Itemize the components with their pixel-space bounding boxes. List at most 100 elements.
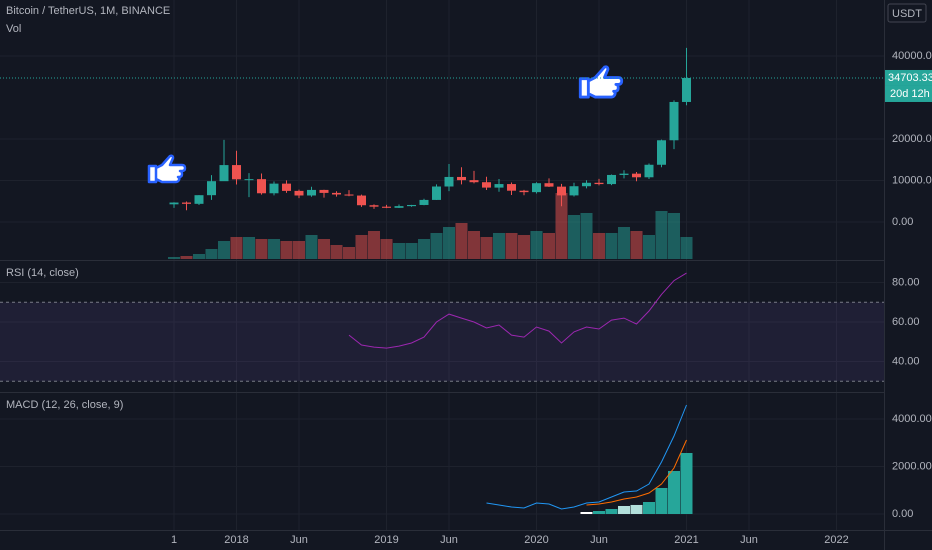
x-tick-label: 2018 xyxy=(224,534,248,546)
y-tick-label: 0.00 xyxy=(892,508,913,520)
x-tick-label: Jun xyxy=(590,534,608,546)
macd-histogram-bar xyxy=(630,504,643,514)
candle-body xyxy=(657,140,666,165)
rsi-band-fill xyxy=(0,302,884,382)
volume-bar xyxy=(605,233,618,259)
countdown-badge xyxy=(885,85,932,102)
candle-body xyxy=(519,190,529,193)
candle-body xyxy=(582,182,591,187)
macd-histogram-bar xyxy=(643,502,655,514)
candle-body xyxy=(232,165,241,180)
x-tick-label: Jun xyxy=(290,534,308,546)
pane-separator xyxy=(0,392,884,393)
volume-bar xyxy=(418,239,430,259)
macd-histogram-bar xyxy=(618,505,630,514)
candle-body xyxy=(444,176,454,187)
volume-bar xyxy=(618,227,630,259)
volume-bar xyxy=(380,239,393,259)
candle-body xyxy=(419,199,429,205)
candle-body xyxy=(607,174,616,185)
candle-body xyxy=(619,173,629,175)
time-axis-border xyxy=(0,530,932,531)
chart-title: Bitcoin / TetherUS, 1M, BINANCE xyxy=(6,5,170,17)
y-tick-label: 20000.00 xyxy=(892,133,932,145)
volume-bar xyxy=(518,235,530,259)
volume-bar xyxy=(505,233,518,259)
candle-body xyxy=(182,202,191,204)
volume-bar xyxy=(405,243,418,259)
volume-bar xyxy=(193,254,205,259)
candle-body xyxy=(469,180,479,183)
y-tick-label: 40.00 xyxy=(892,355,920,367)
volume-bar xyxy=(318,239,330,259)
volume-bar xyxy=(205,249,218,259)
x-tick-label: 2020 xyxy=(524,534,548,546)
candle-body xyxy=(369,205,379,207)
candle-body xyxy=(319,189,329,193)
volume-bar xyxy=(243,237,255,259)
pane-separator xyxy=(0,260,884,261)
candle-body xyxy=(507,184,516,191)
last-price-label: 34703.33 xyxy=(888,72,932,84)
volume-bar xyxy=(330,245,343,259)
currency-button[interactable] xyxy=(887,3,927,23)
rsi-line xyxy=(348,272,687,349)
candle-body xyxy=(594,182,604,185)
grid xyxy=(0,0,884,530)
candle-body xyxy=(307,189,316,196)
volume-bar xyxy=(430,233,443,259)
volume-bar xyxy=(343,247,355,259)
volume-bar xyxy=(255,239,268,259)
candle-body xyxy=(482,182,491,188)
candle-body xyxy=(557,186,566,196)
volume-bar xyxy=(468,231,480,259)
last-price-badge xyxy=(885,69,932,86)
volume-bar xyxy=(293,241,305,259)
candle-body xyxy=(544,183,554,187)
y-tick-label: 2000.00 xyxy=(892,460,932,472)
volume-bar xyxy=(168,257,180,259)
candle-body xyxy=(207,181,216,196)
volume-bar xyxy=(355,235,368,259)
candle-body xyxy=(194,195,204,204)
y-tick-label: 80.00 xyxy=(892,276,920,288)
signal-line xyxy=(586,439,687,506)
volume-bar xyxy=(543,233,555,259)
volume-bar xyxy=(443,227,455,259)
candle-body xyxy=(569,186,579,196)
macd-histogram-bar xyxy=(668,470,680,514)
candle-body xyxy=(269,183,279,194)
volume-bar xyxy=(280,241,293,259)
volume-bar xyxy=(218,241,230,259)
candle-body xyxy=(432,186,441,200)
volume-bar xyxy=(668,213,680,259)
candle-body xyxy=(294,190,304,196)
price-axis-border xyxy=(884,0,885,550)
volume-bar xyxy=(568,215,580,259)
candle-body xyxy=(282,183,291,191)
y-tick-label: 10000.00 xyxy=(892,174,932,186)
volume-bar xyxy=(580,213,593,259)
candle-body xyxy=(669,101,679,141)
volume-bar xyxy=(493,233,505,259)
candle-body xyxy=(244,179,254,181)
volume-bar xyxy=(643,235,655,259)
volume-bar xyxy=(555,193,568,259)
candle-body xyxy=(344,194,354,196)
candle-body xyxy=(219,165,229,182)
macd-histogram-bar xyxy=(655,487,668,514)
volume-bar xyxy=(655,211,668,259)
candle-body xyxy=(169,202,179,205)
x-tick-label: 2019 xyxy=(374,534,398,546)
volume-bar xyxy=(480,237,493,259)
candle-body xyxy=(332,192,341,195)
volume-bar xyxy=(268,239,280,259)
x-tick-label: Jun xyxy=(740,534,758,546)
volume-bar xyxy=(593,233,605,259)
candle-body xyxy=(632,173,641,178)
candle-body xyxy=(394,206,404,208)
candle-body xyxy=(382,206,391,208)
candle-body xyxy=(357,195,366,206)
currency[interactable]: USDT xyxy=(892,8,922,20)
